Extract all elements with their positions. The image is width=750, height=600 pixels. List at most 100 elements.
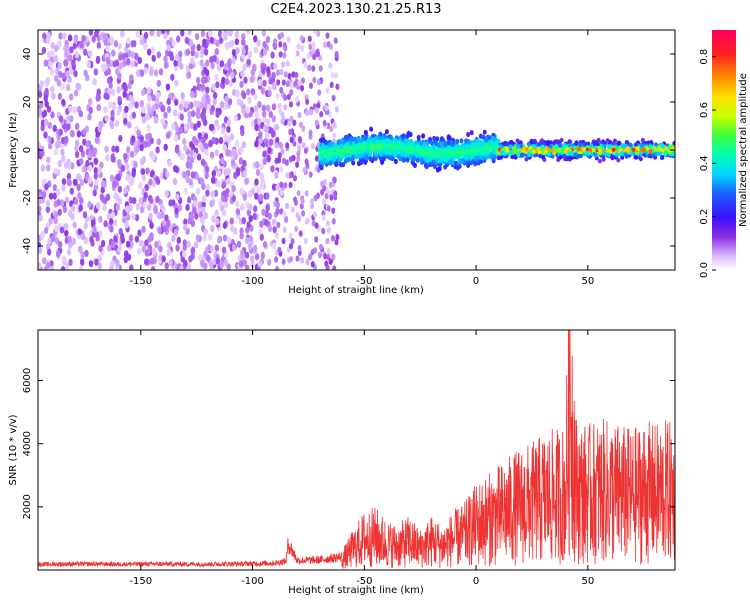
spectrogram-cell bbox=[79, 40, 84, 49]
spectrogram-cell bbox=[201, 182, 206, 190]
spectrogram-cell bbox=[46, 32, 51, 40]
spectrogram-cell bbox=[509, 140, 513, 145]
spectrogram-cell bbox=[178, 50, 183, 58]
spectrogram-cell bbox=[53, 211, 58, 219]
spectrogram-cell bbox=[163, 55, 168, 63]
spectrogram-cell bbox=[260, 178, 266, 186]
spectrogram-cell bbox=[271, 71, 276, 79]
spectrogram-cell bbox=[230, 159, 236, 167]
spectrogram-cell bbox=[222, 190, 227, 198]
spectrogram-cell bbox=[146, 48, 152, 56]
spectrogram-cell bbox=[183, 101, 189, 109]
spectrogram-cell bbox=[61, 155, 66, 163]
spectrogram-cell bbox=[74, 122, 80, 130]
spectrogram-cell bbox=[231, 194, 236, 203]
spectrogram-cell bbox=[326, 155, 331, 161]
spectrogram-cell bbox=[648, 144, 653, 149]
colorbar-scale bbox=[712, 30, 736, 270]
spectrogram-cell bbox=[146, 87, 151, 95]
spectrogram-cell bbox=[254, 178, 259, 186]
spectrogram-cell bbox=[156, 51, 161, 59]
spectrogram-cell bbox=[92, 189, 97, 197]
spectrogram-cell bbox=[146, 247, 152, 255]
spectrogram-cell bbox=[290, 206, 295, 213]
spectrogram-cell bbox=[428, 161, 432, 168]
x-tick-label: -150 bbox=[129, 576, 152, 587]
spectrogram-cell bbox=[261, 104, 267, 112]
spectrogram-cell bbox=[116, 108, 121, 116]
spectrogram-cell bbox=[203, 228, 208, 236]
spectrogram-cell bbox=[216, 64, 222, 72]
spectrogram-cell bbox=[112, 181, 117, 189]
spectrogram-cell bbox=[66, 248, 72, 256]
spectrogram-cell bbox=[363, 129, 368, 136]
spectrogram-cell bbox=[254, 111, 260, 120]
spectrogram-cell bbox=[175, 244, 180, 252]
spectrogram-cell bbox=[57, 70, 63, 79]
spectrogram-cell bbox=[278, 51, 283, 58]
spectrogram-cell bbox=[60, 83, 65, 91]
spectrogram-cell bbox=[246, 221, 251, 229]
spectrogram-cell bbox=[282, 226, 287, 234]
spectrogram-cell bbox=[289, 101, 293, 108]
spectrogram-cell bbox=[224, 95, 229, 103]
spectrogram-cell bbox=[200, 145, 205, 153]
spectrogram-cell bbox=[54, 44, 59, 52]
spectrogram-cell bbox=[210, 198, 216, 206]
spectrogram-cell bbox=[261, 208, 266, 216]
spectrogram-cell bbox=[464, 155, 469, 161]
spectrogram-cell bbox=[329, 194, 334, 201]
spectrogram-cell bbox=[176, 236, 181, 244]
spectrogram-cell bbox=[248, 203, 253, 211]
spectrogram-cell bbox=[230, 71, 235, 79]
spectrogram-cell bbox=[130, 60, 135, 68]
spectrogram-cell bbox=[70, 204, 76, 212]
spectrogram-cell bbox=[178, 103, 184, 111]
spectrogram-cell bbox=[289, 89, 294, 96]
spectrogram-cell bbox=[246, 209, 251, 217]
spectrogram-cell bbox=[276, 221, 281, 229]
x-tick-label: -100 bbox=[241, 276, 264, 287]
spectrogram-cell bbox=[203, 48, 209, 56]
spectrogram-cell bbox=[633, 155, 638, 160]
snr-frame bbox=[37, 329, 676, 571]
spectrogram-cell bbox=[434, 140, 439, 146]
spectrogram-cell bbox=[285, 142, 290, 149]
spectrogram-cell bbox=[297, 245, 302, 252]
colorbar-tick-label: 0.2 bbox=[699, 209, 710, 225]
spectrogram-cell bbox=[101, 65, 106, 73]
spectrogram-cell bbox=[166, 105, 172, 114]
spectrogram-cell bbox=[200, 158, 206, 166]
spectrogram-cell bbox=[243, 76, 248, 84]
spectrogram-cell bbox=[189, 101, 194, 109]
spectrogram-cell bbox=[352, 144, 357, 150]
y-tick-label: -40 bbox=[22, 238, 33, 254]
spectrogram-cell bbox=[241, 92, 247, 100]
spectrogram-cell bbox=[214, 73, 219, 81]
spectrogram-cell bbox=[250, 88, 256, 96]
spectrogram-cell bbox=[490, 140, 495, 146]
spectrogram-ylabel: Frequency (Hz) bbox=[8, 112, 19, 188]
spectrogram-cell bbox=[148, 212, 153, 220]
spectrogram-cell bbox=[180, 30, 185, 37]
spectrogram-cell bbox=[593, 153, 598, 158]
spectrogram-cell bbox=[294, 225, 299, 233]
spectrogram-cell bbox=[52, 124, 57, 132]
spectrogram-cell bbox=[186, 71, 192, 79]
spectrogram-cell bbox=[331, 218, 336, 225]
spectrogram-cell bbox=[63, 161, 69, 169]
y-tick-label: 40 bbox=[22, 48, 33, 61]
spectrogram-cell bbox=[358, 144, 363, 150]
spectrogram-cell bbox=[583, 141, 588, 147]
spectrogram-cell bbox=[334, 72, 339, 79]
spectrogram-cell bbox=[66, 84, 71, 92]
spectrogram-cell bbox=[127, 102, 133, 110]
spectrogram-cell bbox=[65, 70, 70, 78]
spectrogram-cell bbox=[128, 234, 134, 242]
spectrogram-cell bbox=[226, 177, 231, 185]
spectrogram-cell bbox=[38, 147, 41, 155]
spectrogram-cell bbox=[584, 150, 589, 156]
spectrogram-cell bbox=[332, 156, 337, 162]
spectrogram-cell bbox=[49, 265, 55, 270]
spectrogram-cell bbox=[88, 30, 94, 36]
